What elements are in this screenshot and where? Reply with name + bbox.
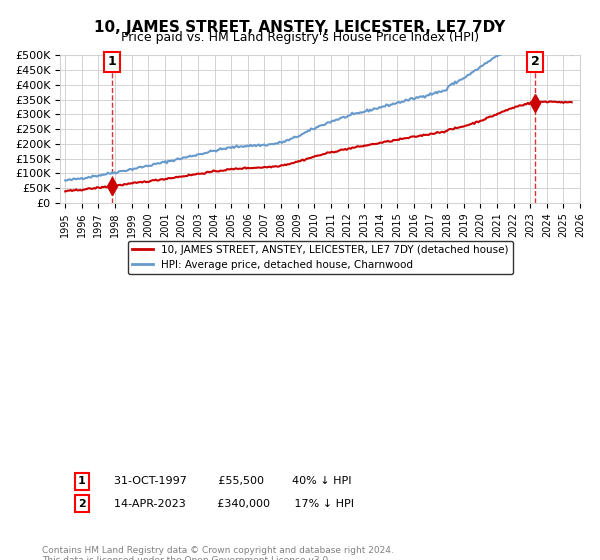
Text: 1: 1 — [78, 477, 86, 487]
Text: 2: 2 — [530, 55, 539, 68]
Text: 10, JAMES STREET, ANSTEY, LEICESTER, LE7 7DY: 10, JAMES STREET, ANSTEY, LEICESTER, LE7… — [94, 20, 506, 35]
Text: Contains HM Land Registry data © Crown copyright and database right 2024.
This d: Contains HM Land Registry data © Crown c… — [42, 546, 394, 560]
Text: Price paid vs. HM Land Registry's House Price Index (HPI): Price paid vs. HM Land Registry's House … — [121, 31, 479, 44]
Text: 2: 2 — [78, 499, 86, 509]
Legend: 10, JAMES STREET, ANSTEY, LEICESTER, LE7 7DY (detached house), HPI: Average pric: 10, JAMES STREET, ANSTEY, LEICESTER, LE7… — [128, 241, 512, 274]
Text: 31-OCT-1997         £55,500        40% ↓ HPI: 31-OCT-1997 £55,500 40% ↓ HPI — [114, 477, 352, 487]
Text: 1: 1 — [108, 55, 116, 68]
Text: 14-APR-2023         £340,000       17% ↓ HPI: 14-APR-2023 £340,000 17% ↓ HPI — [114, 499, 354, 509]
